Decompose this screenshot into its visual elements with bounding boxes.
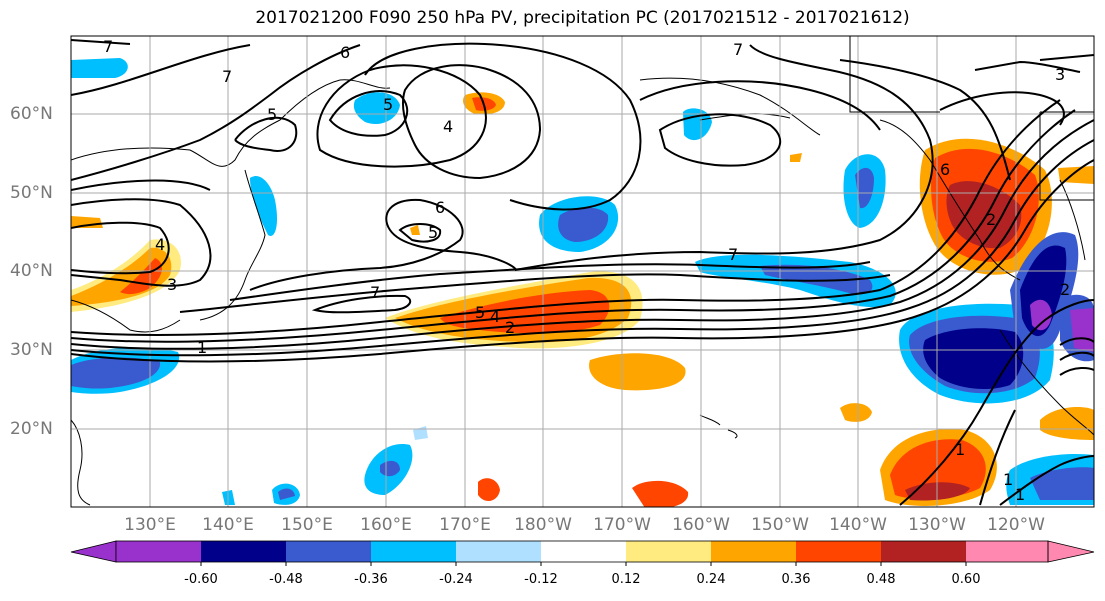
contour-label: 4: [443, 117, 453, 136]
contour-label: 2: [505, 318, 515, 337]
contour-label: 2: [986, 210, 996, 229]
contour-label: 1: [1003, 470, 1013, 489]
contour-label: 6: [940, 160, 950, 179]
colorbar-tick-label: -0.36: [354, 572, 388, 587]
colorbar-bin: [201, 541, 286, 562]
lat-label: 60°N: [10, 104, 53, 124]
graticule: [71, 36, 1094, 507]
colorbar-bin: [116, 541, 201, 562]
lat-label: 40°N: [10, 261, 53, 281]
lon-label: 170°W: [593, 515, 651, 535]
contour-label: 3: [167, 275, 177, 294]
colorbar-bin: [711, 541, 796, 562]
lat-label: 20°N: [10, 419, 53, 439]
contour-label: 3: [1055, 65, 1065, 84]
contour-label: 7: [733, 40, 743, 59]
lon-label: 120°W: [987, 515, 1045, 535]
colorbar-bin: [371, 541, 456, 562]
contour-label: 4: [490, 307, 500, 326]
colorbar-bin: [541, 541, 626, 562]
contour-label: 1: [197, 338, 207, 357]
lat-label: 30°N: [10, 340, 53, 360]
pv-contours: [71, 39, 1094, 506]
contour-label: 6: [435, 198, 445, 217]
colorbar-tick-label: -0.60: [184, 572, 218, 587]
colorbar-tick-label: 0.12: [611, 572, 641, 587]
lon-label: 160°E: [360, 515, 412, 535]
map-title: 2017021200 F090 250 hPa PV, precipitatio…: [255, 8, 910, 28]
colorbar-tick-label: 0.60: [951, 572, 981, 587]
contour-label: 2: [1060, 280, 1070, 299]
lon-label: 180°W: [514, 515, 572, 535]
map-frame: [70, 35, 1095, 508]
colorbar-tick-label: -0.12: [524, 572, 558, 587]
contour-label: 1: [1015, 485, 1025, 504]
colorbar-extend-max: [1047, 540, 1095, 563]
contour-label: 7: [103, 37, 113, 56]
colorbar-tick-label: 0.24: [696, 572, 726, 587]
contour-label: 4: [155, 235, 165, 254]
coastlines: [71, 77, 1094, 506]
contour-label: 7: [370, 283, 380, 302]
precipitation-shading: [71, 58, 1094, 507]
lon-label: 140°W: [829, 515, 887, 535]
contour-label: 5: [475, 303, 485, 322]
colorbar-bin: [881, 541, 966, 562]
colorbar-bin: [796, 541, 881, 562]
colorbar-bin: [626, 541, 711, 562]
contour-label: 5: [428, 223, 438, 242]
lat-label: 50°N: [10, 183, 53, 203]
lon-label: 170°E: [439, 515, 491, 535]
lon-label: 160°W: [672, 515, 730, 535]
colorbar-bin: [286, 541, 371, 562]
colorbar-tick-label: -0.24: [439, 572, 473, 587]
colorbar-bin: [966, 541, 1048, 562]
lon-label: 130°E: [124, 515, 176, 535]
lon-label: 130°W: [908, 515, 966, 535]
colorbar-tick-label: 0.36: [781, 572, 811, 587]
contour-label: 1: [955, 440, 965, 459]
contour-label: 7: [728, 245, 738, 264]
contour-label: 5: [267, 105, 277, 124]
contour-label: 7: [222, 67, 232, 86]
colorbar-extend-min: [70, 540, 117, 563]
colorbar-bin: [456, 541, 541, 562]
contour-label: 5: [383, 95, 393, 114]
colorbar: [70, 540, 1095, 566]
colorbar-tick-label: 0.48: [866, 572, 896, 587]
lon-label: 150°E: [281, 515, 333, 535]
lon-label: 150°W: [751, 515, 809, 535]
colorbar-tick-label: -0.48: [269, 572, 303, 587]
contour-label: 6: [340, 43, 350, 62]
lon-label: 140°E: [202, 515, 254, 535]
contour-labels: 7 6 7 5 4 5 6 5 7 7 1 4 3 5 4 2 2 1 6 1 …: [103, 37, 1070, 504]
